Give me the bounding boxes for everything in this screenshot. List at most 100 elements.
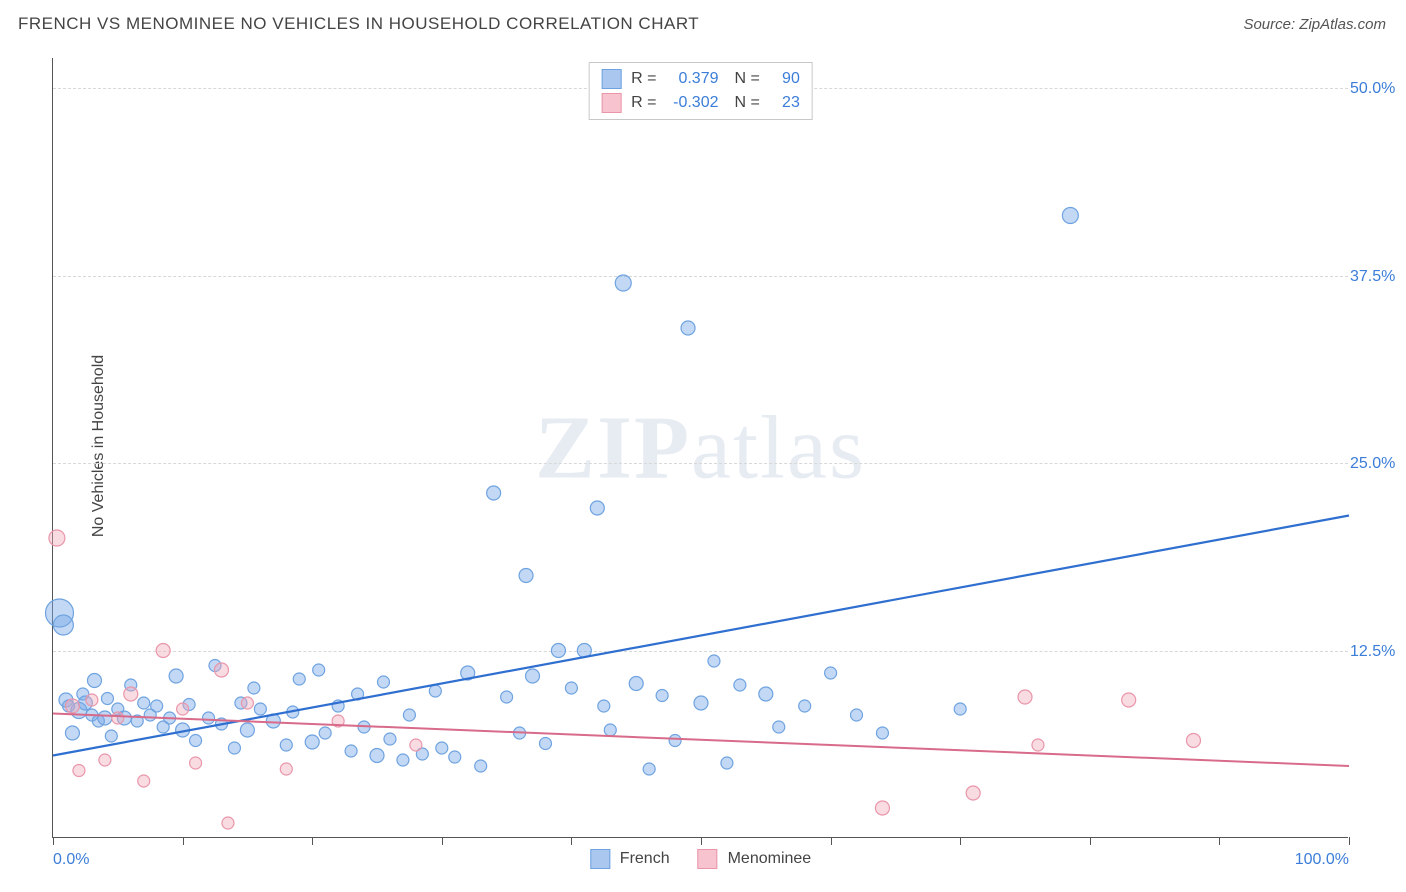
data-point	[1032, 739, 1044, 751]
data-point	[377, 676, 389, 688]
y-tick-label: 50.0%	[1350, 80, 1406, 98]
data-point	[759, 687, 773, 701]
data-point	[799, 700, 811, 712]
data-point	[293, 673, 305, 685]
x-tick	[571, 837, 572, 845]
r-value: 0.379	[665, 67, 719, 91]
data-point	[825, 667, 837, 679]
x-tick	[1090, 837, 1091, 845]
r-value: -0.302	[665, 91, 719, 115]
data-point	[449, 751, 461, 763]
data-point	[403, 709, 415, 721]
r-label: R =	[631, 67, 656, 91]
x-tick	[312, 837, 313, 845]
x-tick	[183, 837, 184, 845]
data-point	[98, 711, 112, 725]
scatter-chart	[53, 58, 1348, 837]
data-point	[615, 275, 631, 291]
data-point	[99, 754, 111, 766]
data-point	[280, 739, 292, 751]
data-point	[565, 682, 577, 694]
r-label: R =	[631, 91, 656, 115]
data-point	[734, 679, 746, 691]
data-point	[429, 685, 441, 697]
n-value: 90	[768, 67, 800, 91]
x-tick	[701, 837, 702, 845]
data-point	[138, 775, 150, 787]
data-point	[87, 674, 101, 688]
stats-legend: R = 0.379 N = 90 R = -0.302 N = 23	[588, 62, 813, 120]
data-point	[384, 733, 396, 745]
data-point	[708, 655, 720, 667]
trend-line	[53, 714, 1349, 767]
data-point	[590, 501, 604, 515]
data-point	[203, 712, 215, 724]
data-point	[681, 321, 695, 335]
y-tick-label: 37.5%	[1350, 268, 1406, 286]
x-tick-label: 100.0%	[1295, 851, 1349, 869]
data-point	[643, 763, 655, 775]
data-point	[954, 703, 966, 715]
y-tick-label: 12.5%	[1350, 643, 1406, 661]
x-tick	[53, 837, 54, 845]
data-point	[156, 644, 170, 658]
data-point	[1062, 208, 1078, 224]
data-point	[604, 724, 616, 736]
data-point	[851, 709, 863, 721]
legend-item: Menominee	[698, 849, 812, 869]
data-point	[177, 703, 189, 715]
stats-row: R = 0.379 N = 90	[601, 67, 800, 91]
data-point	[112, 712, 124, 724]
data-point	[1122, 693, 1136, 707]
legend-label: Menominee	[728, 850, 812, 868]
legend-label: French	[620, 850, 670, 868]
data-point	[721, 757, 733, 769]
data-point	[629, 677, 643, 691]
stats-row: R = -0.302 N = 23	[601, 91, 800, 115]
data-point	[966, 786, 980, 800]
data-point	[539, 738, 551, 750]
x-tick	[831, 837, 832, 845]
data-point	[124, 687, 138, 701]
data-point	[254, 703, 266, 715]
data-point	[190, 757, 202, 769]
data-point	[65, 726, 79, 740]
data-point	[475, 760, 487, 772]
page-title: FRENCH VS MENOMINEE NO VEHICLES IN HOUSE…	[18, 14, 699, 34]
data-point	[53, 615, 73, 635]
legend-swatch	[698, 849, 718, 869]
data-point	[1018, 690, 1032, 704]
legend-swatch	[601, 93, 621, 113]
data-point	[169, 669, 183, 683]
data-point	[487, 486, 501, 500]
data-point	[319, 727, 331, 739]
n-label: N =	[735, 91, 760, 115]
data-point	[305, 735, 319, 749]
data-point	[101, 693, 113, 705]
data-point	[214, 663, 228, 677]
data-point	[773, 721, 785, 733]
data-point	[151, 700, 163, 712]
data-point	[370, 749, 384, 763]
data-point	[526, 669, 540, 683]
x-tick	[1219, 837, 1220, 845]
trend-line	[53, 516, 1349, 756]
data-point	[190, 735, 202, 747]
data-point	[86, 694, 98, 706]
data-point	[280, 763, 292, 775]
data-point	[519, 569, 533, 583]
data-point	[669, 735, 681, 747]
data-point	[241, 697, 253, 709]
data-point	[551, 644, 565, 658]
n-value: 23	[768, 91, 800, 115]
x-tick	[960, 837, 961, 845]
data-point	[222, 817, 234, 829]
series-legend: French Menominee	[590, 849, 811, 869]
data-point	[397, 754, 409, 766]
data-point	[73, 765, 85, 777]
n-label: N =	[735, 67, 760, 91]
data-point	[501, 691, 513, 703]
data-point	[410, 739, 422, 751]
x-tick-label: 0.0%	[53, 851, 89, 869]
data-point	[313, 664, 325, 676]
